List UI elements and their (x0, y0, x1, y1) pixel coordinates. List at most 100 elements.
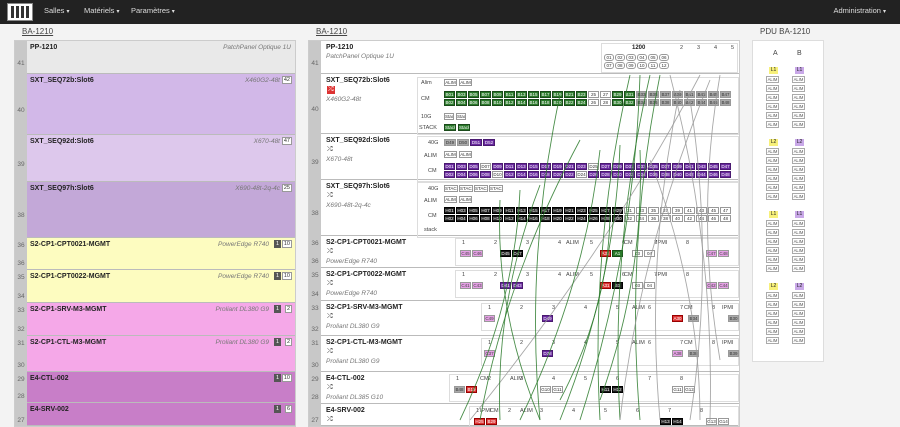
pdu-outlet[interactable]: ALIM (766, 76, 779, 83)
port-cell[interactable]: D30 (612, 171, 623, 178)
port-cell[interactable]: 31 (624, 207, 635, 214)
port-cell[interactable]: 41 (684, 207, 695, 214)
port-cell[interactable]: H25 (588, 207, 599, 214)
rack-device-slot[interactable]: 36 36 S2-CP1-CPT0021-MGMT PowerEdge R740 1 10 (15, 238, 295, 270)
port-cell[interactable]: B11 (504, 91, 515, 98)
port-cell[interactable]: 12 (659, 62, 669, 69)
port-cell[interactable]: D10 (492, 171, 503, 178)
port-cell[interactable]: B39 (728, 350, 739, 357)
port-cell[interactable]: D19 (552, 163, 563, 170)
port-cell[interactable]: D14 (516, 171, 527, 178)
device-name[interactable]: S2-CP1-SRV-M3-MGMT (326, 304, 403, 311)
port-cell[interactable]: ALIM (444, 151, 457, 158)
port-cell[interactable]: C41 (460, 282, 471, 289)
port-cell[interactable]: 48 (720, 215, 731, 222)
port-cell[interactable]: D23 (576, 163, 587, 170)
port-cell[interactable]: A1 (612, 250, 623, 257)
rack-device-slot[interactable]: 29 28 E4-CTL-002 1 10 (15, 372, 295, 403)
port-cell[interactable]: B21 (564, 91, 575, 98)
port-cell[interactable]: D42 (684, 171, 695, 178)
port-cell[interactable]: ALIM (459, 151, 472, 158)
pdu-outlet[interactable]: ALIM (792, 220, 805, 227)
device-name[interactable]: SXT_SEQ97h:Slot6 (30, 185, 94, 192)
port-cell[interactable]: ALIM (444, 196, 457, 203)
port-cell[interactable]: B35 (648, 91, 659, 98)
pdu-outlet[interactable]: ALIM (792, 238, 805, 245)
pdu-outlet[interactable]: ALIM (792, 310, 805, 317)
device-name[interactable]: SXT_SEQ72b:Slot6 (30, 77, 94, 84)
port-cell[interactable]: B46 (708, 99, 719, 106)
pdu-outlet[interactable]: ALIM (766, 85, 779, 92)
rack-device-slot[interactable]: 40 SXT_SEQ72b:Slot6 X460G2-48t 42 (15, 74, 295, 135)
port-cell[interactable]: B43 (696, 91, 707, 98)
port-cell[interactable]: B17 (540, 91, 551, 98)
port-cell[interactable]: D50 (457, 139, 469, 146)
port-cell[interactable]: B12 (504, 99, 515, 106)
port-cell[interactable]: D09 (492, 163, 503, 170)
port-cell[interactable]: B23 (576, 91, 587, 98)
rack-device-slot[interactable]: 31 30 S2-CP1-CTL-M3-MGMT Proliant DL380 G9 1… (15, 336, 295, 372)
port-cell[interactable]: B22 (564, 99, 575, 106)
port-cell[interactable]: D05 (468, 163, 479, 170)
port-cell[interactable]: C44 (718, 282, 729, 289)
pdu-outlet[interactable]: ALIM (766, 121, 779, 128)
port-cell[interactable]: D33 (636, 163, 647, 170)
port-cell[interactable]: B14 (516, 99, 527, 106)
device-name[interactable]: S2-CP1-CPT0022-MGMT (30, 273, 111, 280)
port-cell[interactable]: D02 (444, 171, 455, 178)
port-cell[interactable]: D37 (660, 163, 671, 170)
port-cell[interactable]: 03 (626, 54, 636, 61)
port-cell[interactable]: D13 (516, 163, 527, 170)
port-cell[interactable]: 01 (604, 54, 614, 61)
port-cell[interactable]: 10 (637, 62, 647, 69)
port-cell[interactable]: D26 (588, 171, 599, 178)
port-cell[interactable]: D21 (564, 163, 575, 170)
port-cell[interactable]: 36 (648, 215, 659, 222)
port-cell[interactable]: 28 (600, 99, 611, 106)
menu-materiels[interactable]: Matériels ▾ (84, 6, 120, 15)
device-name[interactable]: S2-CP1-CTL-M3-MGMT (326, 339, 403, 346)
device-name[interactable]: S2-CP1-CTL-M3-MGMT (30, 339, 107, 346)
pdu-outlet[interactable]: ALIM (766, 148, 779, 155)
port-cell[interactable]: B48 (720, 99, 731, 106)
port-cell[interactable]: C46 (472, 250, 483, 257)
port-cell[interactable]: Stack (444, 113, 454, 120)
port-cell[interactable]: H07 (480, 207, 491, 214)
port-cell[interactable]: C43 (472, 282, 483, 289)
port-cell[interactable]: 07 (604, 62, 614, 69)
port-cell[interactable]: 46 (708, 215, 719, 222)
port-cell[interactable]: B39 (672, 91, 683, 98)
port-cell[interactable]: B30 (612, 99, 623, 106)
port-cell[interactable]: H12 (612, 386, 623, 393)
port-cell[interactable]: H05 (468, 207, 479, 214)
port-cell[interactable]: B03 (456, 91, 467, 98)
port-cell[interactable]: 45 (708, 207, 719, 214)
device-name[interactable]: S2-CP1-CPT0021-MGMT (326, 239, 407, 246)
port-cell[interactable]: A32 (600, 250, 611, 257)
pdu-outlet[interactable]: ALIM (792, 229, 805, 236)
device-name[interactable]: S2-CP1-SRV-M3-MGMT (30, 306, 107, 313)
device-name[interactable]: SXT_SEQ92d:Slot6 (30, 138, 94, 145)
port-cell[interactable]: 34 (636, 215, 647, 222)
port-cell[interactable]: D43 (696, 163, 707, 170)
port-cell[interactable]: B32 (624, 99, 635, 106)
pdu-outlet[interactable]: ALIM (792, 94, 805, 101)
port-cell[interactable]: D47 (720, 163, 731, 170)
port-cell[interactable]: 09 (626, 62, 636, 69)
port-cell[interactable]: D44 (696, 171, 707, 178)
pdu-outlet[interactable]: ALIM (792, 256, 805, 263)
port-cell[interactable]: D15 (528, 163, 539, 170)
port-cell[interactable]: D24 (576, 171, 587, 178)
port-cell[interactable]: H02 (444, 215, 455, 222)
port-cell[interactable]: H04 (456, 215, 467, 222)
port-cell[interactable]: 26 (588, 99, 599, 106)
port-cell[interactable]: D16 (528, 171, 539, 178)
port-cell[interactable]: A31 (600, 282, 611, 289)
port-cell[interactable]: D34 (636, 171, 647, 178)
port-cell[interactable]: D01 (444, 163, 455, 170)
port-cell[interactable]: H08 (480, 215, 491, 222)
port-cell[interactable]: B19 (466, 386, 477, 393)
port-cell[interactable]: B04 (456, 99, 467, 106)
port-cell[interactable]: D51 (470, 139, 482, 146)
pdu-outlet[interactable]: ALIM (766, 292, 779, 299)
